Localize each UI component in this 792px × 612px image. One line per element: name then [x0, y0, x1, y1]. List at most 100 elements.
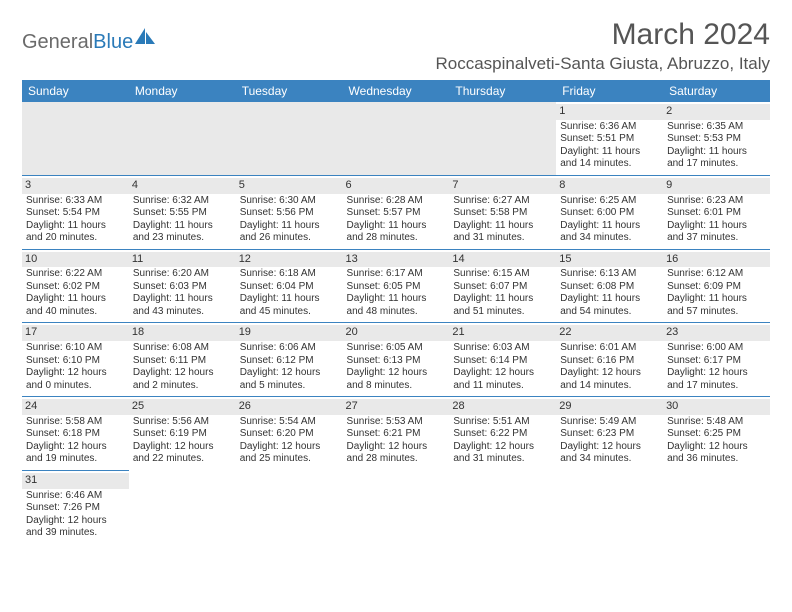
sunrise-text: Sunrise: 6:10 AM — [26, 342, 125, 355]
daylight-text: Daylight: 11 hours — [347, 293, 446, 306]
calendar-cell — [449, 470, 556, 543]
daylight-text: Daylight: 11 hours — [453, 220, 552, 233]
calendar-cell: 27Sunrise: 5:53 AMSunset: 6:21 PMDayligh… — [343, 397, 450, 471]
weekday-header: Wednesday — [343, 80, 450, 102]
calendar-cell — [556, 470, 663, 543]
daylight-text: and 45 minutes. — [240, 306, 339, 319]
calendar-cell: 28Sunrise: 5:51 AMSunset: 6:22 PMDayligh… — [449, 397, 556, 471]
day-number: 8 — [556, 178, 663, 194]
sunrise-text: Sunrise: 6:35 AM — [667, 121, 766, 134]
title-block: March 2024 Roccaspinalveti-Santa Giusta,… — [436, 18, 771, 74]
daylight-text: Daylight: 12 hours — [240, 441, 339, 454]
sunrise-text: Sunrise: 6:18 AM — [240, 268, 339, 281]
daylight-text: and 2 minutes. — [133, 380, 232, 393]
calendar-cell: 23Sunrise: 6:00 AMSunset: 6:17 PMDayligh… — [663, 323, 770, 397]
day-number: 30 — [663, 399, 770, 415]
calendar-cell: 24Sunrise: 5:58 AMSunset: 6:18 PMDayligh… — [22, 397, 129, 471]
sunrise-text: Sunrise: 6:01 AM — [560, 342, 659, 355]
daylight-text: and 5 minutes. — [240, 380, 339, 393]
calendar-cell: 30Sunrise: 5:48 AMSunset: 6:25 PMDayligh… — [663, 397, 770, 471]
calendar-cell: 6Sunrise: 6:28 AMSunset: 5:57 PMDaylight… — [343, 175, 450, 249]
sunset-text: Sunset: 5:57 PM — [347, 207, 446, 220]
sunrise-text: Sunrise: 6:20 AM — [133, 268, 232, 281]
sunset-text: Sunset: 6:21 PM — [347, 428, 446, 441]
calendar-cell — [343, 470, 450, 543]
calendar-week-row: 10Sunrise: 6:22 AMSunset: 6:02 PMDayligh… — [22, 249, 770, 323]
calendar-week-row: 3Sunrise: 6:33 AMSunset: 5:54 PMDaylight… — [22, 175, 770, 249]
weekday-header: Friday — [556, 80, 663, 102]
sail-icon — [135, 28, 157, 46]
sunset-text: Sunset: 6:11 PM — [133, 355, 232, 368]
daylight-text: Daylight: 12 hours — [560, 367, 659, 380]
sunrise-text: Sunrise: 6:12 AM — [667, 268, 766, 281]
calendar-cell: 29Sunrise: 5:49 AMSunset: 6:23 PMDayligh… — [556, 397, 663, 471]
calendar-cell: 21Sunrise: 6:03 AMSunset: 6:14 PMDayligh… — [449, 323, 556, 397]
sunset-text: Sunset: 6:02 PM — [26, 281, 125, 294]
sunrise-text: Sunrise: 6:13 AM — [560, 268, 659, 281]
day-number: 1 — [556, 104, 663, 120]
day-number: 27 — [343, 399, 450, 415]
calendar-cell: 5Sunrise: 6:30 AMSunset: 5:56 PMDaylight… — [236, 175, 343, 249]
sunrise-text: Sunrise: 6:25 AM — [560, 195, 659, 208]
day-number: 16 — [663, 252, 770, 268]
daylight-text: and 17 minutes. — [667, 158, 766, 171]
daylight-text: and 11 minutes. — [453, 380, 552, 393]
calendar-cell: 26Sunrise: 5:54 AMSunset: 6:20 PMDayligh… — [236, 397, 343, 471]
daylight-text: Daylight: 11 hours — [667, 146, 766, 159]
calendar-cell: 2Sunrise: 6:35 AMSunset: 5:53 PMDaylight… — [663, 102, 770, 175]
calendar-week-row: 1Sunrise: 6:36 AMSunset: 5:51 PMDaylight… — [22, 102, 770, 175]
sunset-text: Sunset: 6:19 PM — [133, 428, 232, 441]
sunrise-text: Sunrise: 5:48 AM — [667, 416, 766, 429]
calendar-cell: 18Sunrise: 6:08 AMSunset: 6:11 PMDayligh… — [129, 323, 236, 397]
sunset-text: Sunset: 5:55 PM — [133, 207, 232, 220]
sunrise-text: Sunrise: 6:33 AM — [26, 195, 125, 208]
day-number: 28 — [449, 399, 556, 415]
day-number: 23 — [663, 325, 770, 341]
day-number: 22 — [556, 325, 663, 341]
calendar-cell: 31Sunrise: 6:46 AMSunset: 7:26 PMDayligh… — [22, 470, 129, 543]
calendar-cell — [129, 470, 236, 543]
daylight-text: Daylight: 11 hours — [347, 220, 446, 233]
daylight-text: and 37 minutes. — [667, 232, 766, 245]
calendar-cell: 14Sunrise: 6:15 AMSunset: 6:07 PMDayligh… — [449, 249, 556, 323]
header: GeneralBlue March 2024 Roccaspinalveti-S… — [22, 18, 770, 74]
sunset-text: Sunset: 6:00 PM — [560, 207, 659, 220]
sunset-text: Sunset: 5:53 PM — [667, 133, 766, 146]
daylight-text: Daylight: 12 hours — [26, 367, 125, 380]
daylight-text: and 36 minutes. — [667, 453, 766, 466]
calendar-cell — [449, 102, 556, 175]
calendar-body: 1Sunrise: 6:36 AMSunset: 5:51 PMDaylight… — [22, 102, 770, 544]
weekday-header: Saturday — [663, 80, 770, 102]
sunrise-text: Sunrise: 6:46 AM — [26, 490, 125, 503]
daylight-text: and 25 minutes. — [240, 453, 339, 466]
day-number: 11 — [129, 252, 236, 268]
calendar-week-row: 24Sunrise: 5:58 AMSunset: 6:18 PMDayligh… — [22, 397, 770, 471]
day-number: 9 — [663, 178, 770, 194]
sunset-text: Sunset: 5:58 PM — [453, 207, 552, 220]
calendar-cell — [236, 470, 343, 543]
sunset-text: Sunset: 6:08 PM — [560, 281, 659, 294]
sunrise-text: Sunrise: 6:06 AM — [240, 342, 339, 355]
sunset-text: Sunset: 6:12 PM — [240, 355, 339, 368]
daylight-text: Daylight: 12 hours — [240, 367, 339, 380]
calendar-cell: 13Sunrise: 6:17 AMSunset: 6:05 PMDayligh… — [343, 249, 450, 323]
calendar-cell: 12Sunrise: 6:18 AMSunset: 6:04 PMDayligh… — [236, 249, 343, 323]
weekday-header: Tuesday — [236, 80, 343, 102]
daylight-text: Daylight: 11 hours — [453, 293, 552, 306]
calendar-cell: 20Sunrise: 6:05 AMSunset: 6:13 PMDayligh… — [343, 323, 450, 397]
day-number: 24 — [22, 399, 129, 415]
calendar-cell: 16Sunrise: 6:12 AMSunset: 6:09 PMDayligh… — [663, 249, 770, 323]
sunset-text: Sunset: 6:18 PM — [26, 428, 125, 441]
day-number: 2 — [663, 104, 770, 120]
daylight-text: and 31 minutes. — [453, 232, 552, 245]
daylight-text: and 8 minutes. — [347, 380, 446, 393]
daylight-text: Daylight: 11 hours — [133, 293, 232, 306]
month-title: March 2024 — [436, 18, 771, 52]
daylight-text: and 40 minutes. — [26, 306, 125, 319]
daylight-text: Daylight: 11 hours — [240, 293, 339, 306]
daylight-text: Daylight: 11 hours — [560, 146, 659, 159]
brand-part2: Blue — [93, 31, 133, 54]
day-number: 7 — [449, 178, 556, 194]
daylight-text: and 57 minutes. — [667, 306, 766, 319]
day-number: 6 — [343, 178, 450, 194]
